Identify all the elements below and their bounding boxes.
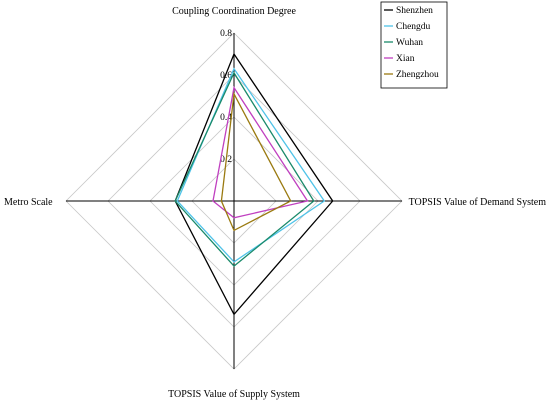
series-polygon-xian: [212, 85, 309, 219]
axis-label-bottom: TOPSIS Value of Supply System: [168, 389, 300, 400]
legend-label: Shenzhen: [396, 6, 433, 16]
tick-label: 0.6: [220, 71, 232, 81]
legend-label: Zhengzhou: [396, 70, 439, 80]
legend-label: Wuhan: [396, 38, 423, 48]
legend: Shenzhen Chengdu Wuhan Xian Zhengzhou: [380, 1, 448, 89]
tick-label: 0.8: [220, 29, 232, 39]
axis-labels: Coupling Coordination Degree TOPSIS Valu…: [4, 6, 546, 400]
series-polygon-wuhan: [174, 71, 315, 267]
tick-label: 0.4: [220, 113, 232, 123]
axis-label-left: Metro Scale: [4, 197, 53, 208]
series-polygon-chengdu: [176, 67, 326, 263]
series-polygon-zhengzhou: [220, 91, 292, 232]
series-polygon-shenzhen: [174, 52, 334, 316]
axis-label-top: Coupling Coordination Degree: [172, 6, 296, 17]
legend-label: Xian: [396, 54, 415, 64]
radar-axes: [66, 33, 402, 369]
axis-label-right: TOPSIS Value of Demand System: [409, 197, 547, 208]
series-polygons: [174, 52, 334, 316]
legend-label: Chengdu: [396, 22, 431, 32]
